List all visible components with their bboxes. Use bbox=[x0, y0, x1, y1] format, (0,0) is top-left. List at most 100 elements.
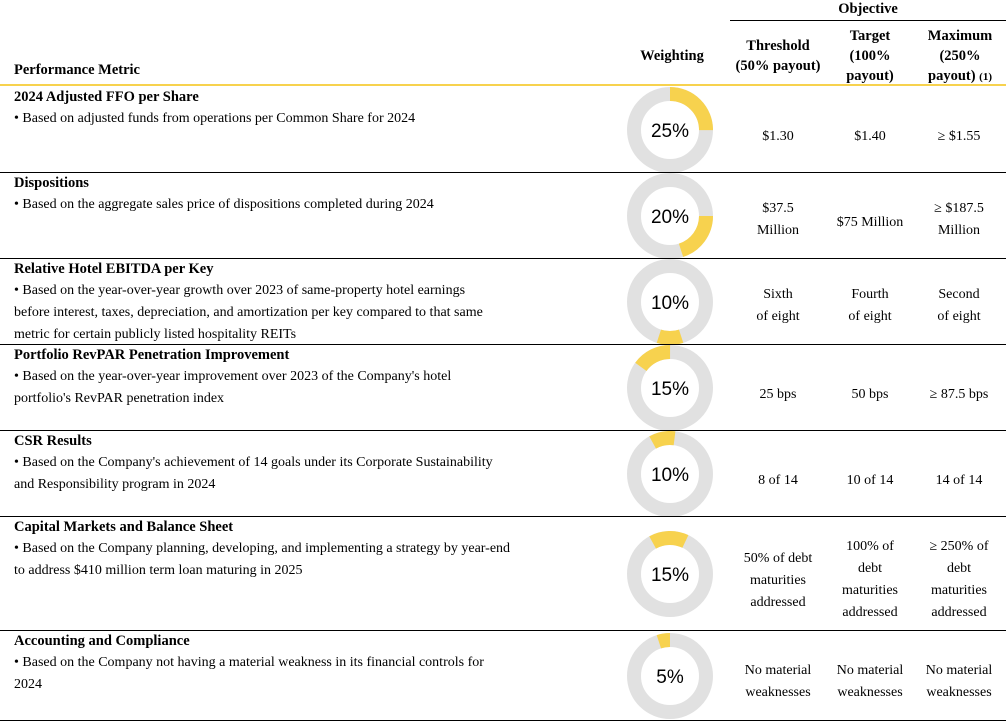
objective-divider bbox=[730, 20, 1006, 21]
maximum-value-line: addressed bbox=[931, 605, 987, 620]
row-divider bbox=[0, 430, 1006, 431]
maximum-value: ≥ 250% of debt maturities addressed bbox=[912, 536, 1006, 624]
target-value-line: 50 bps bbox=[851, 387, 889, 402]
metric-title: 2024 Adjusted FFO per Share bbox=[14, 89, 199, 105]
maximum-value-line: Million bbox=[937, 223, 980, 238]
maximum-value-line: of eight bbox=[937, 309, 981, 324]
weighting-label: 10% bbox=[651, 465, 689, 486]
metric-description: • Based on adjusted funds from operation… bbox=[14, 108, 559, 130]
maximum-footnote: (1) bbox=[979, 71, 992, 83]
maximum-header-line-3: payout) (1) bbox=[914, 66, 1006, 87]
metric-description: • Based on the year-over-year improvemen… bbox=[14, 366, 559, 410]
metric-description: • Based on the Company not having a mate… bbox=[14, 652, 559, 696]
target-value: $75 Million bbox=[828, 212, 912, 234]
weighting-label: 5% bbox=[656, 667, 684, 688]
threshold-value: Sixth of eight bbox=[730, 284, 826, 328]
threshold-value-line: 25 bps bbox=[759, 387, 797, 402]
maximum-value: ≥ 87.5 bps bbox=[912, 384, 1006, 406]
donut-segment bbox=[627, 87, 713, 173]
performance-metric-header: Performance Metric bbox=[14, 62, 140, 78]
target-header-line-3: payout) bbox=[846, 68, 894, 84]
metric-description-line: • Based on the Company planning, develop… bbox=[14, 541, 511, 556]
maximum-value: Second of eight bbox=[912, 284, 1006, 328]
target-value: 100% of debt maturities addressed bbox=[828, 536, 912, 624]
row-divider bbox=[0, 344, 1006, 345]
weighting-label: 15% bbox=[651, 379, 689, 400]
target-value: Fourth of eight bbox=[828, 284, 912, 328]
metric-title: Capital Markets and Balance Sheet bbox=[14, 519, 234, 535]
threshold-value-line: maturities bbox=[750, 573, 806, 588]
target-value-line: debt bbox=[857, 561, 883, 576]
row-divider bbox=[0, 258, 1006, 259]
maximum-header-line-2: (250% bbox=[939, 48, 981, 64]
row-divider bbox=[0, 630, 1006, 631]
target-value-line: No material bbox=[836, 663, 904, 678]
threshold-value: 50% of debt maturities addressed bbox=[730, 548, 826, 614]
metric-description-line: • Based on the Company's achievement of … bbox=[14, 455, 493, 470]
metric-description-line: • Based on adjusted funds from operation… bbox=[14, 111, 416, 126]
row-divider bbox=[0, 516, 1006, 517]
threshold-value-line: $37.5 bbox=[762, 201, 794, 216]
weighting-label: 15% bbox=[651, 565, 689, 586]
threshold-value-line: of eight bbox=[756, 309, 800, 324]
metric-description: • Based on the aggregate sales price of … bbox=[14, 194, 559, 216]
metric-description-line: • Based on the year-over-year improvemen… bbox=[14, 369, 452, 384]
target-value-line: 100% of bbox=[846, 539, 894, 554]
metric-description-line: to address $410 million term loan maturi… bbox=[14, 563, 303, 578]
target-value-line: maturities bbox=[842, 583, 898, 598]
maximum-value: No material weaknesses bbox=[912, 660, 1006, 704]
metric-title: Dispositions bbox=[14, 175, 89, 191]
metric-title: Portfolio RevPAR Penetration Improvement bbox=[14, 347, 290, 363]
maximum-value-line: maturities bbox=[931, 583, 987, 598]
metric-title: CSR Results bbox=[14, 433, 92, 449]
row-divider bbox=[0, 720, 1006, 721]
target-header-line-1: Target bbox=[849, 28, 891, 44]
threshold-value-line: Million bbox=[756, 223, 799, 238]
maximum-header-line-1: Maximum bbox=[927, 28, 993, 44]
target-value-line: addressed bbox=[842, 605, 898, 620]
donut-segment bbox=[627, 531, 713, 617]
metric-description: • Based on the year-over-year growth ove… bbox=[14, 280, 559, 346]
donut-segment bbox=[627, 173, 713, 259]
target-value: 50 bps bbox=[828, 384, 912, 406]
metric-description-line: and Responsibility program in 2024 bbox=[14, 477, 216, 492]
threshold-value-line: No material bbox=[744, 663, 812, 678]
weighting-label: 20% bbox=[651, 207, 689, 228]
weighting-donut: 25% bbox=[627, 87, 713, 173]
metric-description: • Based on the Company's achievement of … bbox=[14, 452, 559, 496]
maximum-value-line: weaknesses bbox=[926, 685, 992, 700]
target-value-line: Fourth bbox=[851, 287, 889, 302]
threshold-value-line: addressed bbox=[750, 595, 806, 610]
maximum-value-line: debt bbox=[946, 561, 972, 576]
target-header: Target (100% payout) bbox=[830, 26, 910, 86]
target-value-line: weaknesses bbox=[837, 685, 903, 700]
weighting-donut: 20% bbox=[627, 173, 713, 259]
target-value-line: 10 of 14 bbox=[846, 473, 894, 488]
threshold-value: $37.5 Million bbox=[730, 198, 826, 242]
target-header-line-2: (100% bbox=[849, 48, 891, 64]
objective-header: Objective bbox=[838, 1, 898, 17]
maximum-value-line: 14 of 14 bbox=[935, 473, 983, 488]
target-value-line: of eight bbox=[848, 309, 892, 324]
weighting-label: 10% bbox=[651, 293, 689, 314]
target-value: No material weaknesses bbox=[828, 660, 912, 704]
threshold-value-line: 50% of debt bbox=[743, 551, 813, 566]
maximum-value: ≥ $187.5 Million bbox=[912, 198, 1006, 242]
threshold-value: No material weaknesses bbox=[730, 660, 826, 704]
threshold-header-line-1: Threshold bbox=[746, 38, 810, 54]
maximum-value-line: No material bbox=[925, 663, 993, 678]
threshold-value: $1.30 bbox=[730, 126, 826, 148]
threshold-value: 8 of 14 bbox=[730, 470, 826, 492]
threshold-header-line-2: (50% payout) bbox=[735, 58, 821, 74]
threshold-value-line: 8 of 14 bbox=[758, 473, 798, 488]
donut-track bbox=[627, 633, 713, 719]
maximum-value: 14 of 14 bbox=[912, 470, 1006, 492]
threshold-value: 25 bps bbox=[730, 384, 826, 406]
weighting-donut: 5% bbox=[627, 633, 713, 719]
metric-title: Accounting and Compliance bbox=[14, 633, 190, 649]
header-divider bbox=[0, 84, 1006, 86]
maximum-value-line: ≥ 87.5 bps bbox=[929, 387, 989, 402]
threshold-header: Threshold (50% payout) bbox=[730, 36, 826, 76]
weighting-donut: 10% bbox=[627, 431, 713, 517]
maximum-value: ≥ $1.55 bbox=[912, 126, 1006, 148]
